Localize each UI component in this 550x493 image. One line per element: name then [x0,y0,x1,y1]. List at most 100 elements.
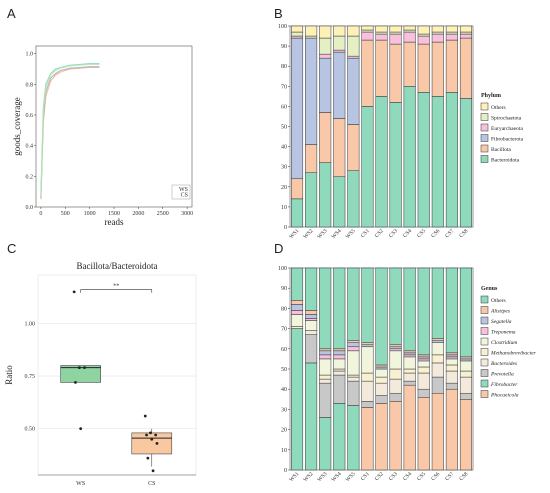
legend-entry: Others [491,105,506,111]
bar-segment-clostridium [361,346,374,374]
bar-segment-bacteroidota [459,98,472,228]
x-tick-label: CS4 [402,228,413,239]
bar-segment-spirochaetota [347,35,360,57]
legend-swatch [480,144,489,153]
bar-segment-methanobrevibacter [417,366,430,374]
bar-segment-spirochaetota [417,33,430,37]
bar-segment-segatella [291,304,304,311]
y-tick-label: 40 [281,145,287,151]
bar-segment-treponema [417,358,430,362]
bar-segment-euryarchaeota [417,35,430,45]
data-point [150,437,154,441]
bar-segment-methanobrevibacter [361,372,374,382]
bar-segment-others [305,267,318,311]
y-tick-label: 30 [281,407,287,413]
x-tick-label: CS7 [444,471,455,482]
y-tick-label: 0 [284,468,287,474]
bar-segment-others [291,25,304,33]
legend-swatch [480,155,489,163]
legend-swatch [480,306,489,314]
bar-segment-treponema [305,318,318,321]
bar-segment-others [445,267,458,354]
bar-segment-segatella [333,350,346,356]
y-tick-label: 0.4 [26,144,34,150]
x-tick-label: 1000 [84,211,96,217]
box-ws [60,365,101,383]
data-point [143,414,147,418]
bar-segment-treponema [403,354,416,358]
bar-segment-bacillota [305,144,318,173]
bar-segment-bacteroidota [361,106,374,228]
legend-swatch [480,134,489,142]
bar-segment-bacteroides [319,378,332,384]
bar-segment-alistipes [291,300,304,305]
x-tick-label: WS2 [303,228,315,240]
bar-segment-prevotella [417,388,430,398]
bar-segment-others [459,25,472,33]
x-tick-label: 2000 [132,211,144,217]
bar-segment-prevotella [389,392,402,402]
data-point [77,366,81,370]
bar-segment-methanobrevibacter [319,374,332,380]
bar-segment-prevotella [319,382,332,418]
bar-segment-treponema [347,346,360,352]
bar-segment-clostridium [291,314,304,327]
bar-segment-bacteroides [445,370,458,384]
y-tick-label: 100 [278,266,287,272]
legend-entry: Euryarchaeota [491,126,523,132]
bar-segment-others [445,25,458,33]
series-line-cs [40,63,100,197]
bar-segment-bacteroidota [305,172,318,228]
bar-segment-clostridium [431,342,444,356]
bar-segment-clostridium [389,350,402,370]
y-tick-label: 90 [281,44,287,50]
x-tick-label: 500 [61,211,70,217]
y-tick-label: 70 [281,327,287,333]
bar-segment-bacteroides [361,380,374,402]
bar-segment-alistipes [347,340,360,343]
bar-segment-alistipes [333,348,346,352]
data-point [154,433,158,437]
bar-segment-clostridium [319,358,332,376]
bar-segment-prevotella [459,392,472,400]
bar-segment-treponema [389,348,402,352]
bar-segment-spirochaetota [431,31,444,35]
legend-swatch [480,316,489,325]
y-tick-label: 20 [281,428,287,434]
bar-segment-fibrobacter [291,328,304,471]
bar-segment-bacteroides [333,370,346,376]
bar-segment-methanobrevibacter [291,326,304,329]
bar-segment-spirochaetota [445,31,458,35]
chart-b: 0 10 20 30 40 50 60 70 80 90 100 WS1 WS2 WS3 WS4 WS5 CS1… [278,24,524,240]
bar-segment-methanobrevibacter [459,370,472,378]
bar-segment-bacillota [431,41,444,97]
bar-segment-clostridium [417,360,430,368]
bar-segment-treponema [445,356,458,360]
bar-segment-spirochaetota [403,29,416,33]
bar-segment-fibrobacterota [347,57,360,125]
bar-segment-alistipes [403,350,416,354]
bar-segment-others [333,267,346,350]
x-tick-label: CS1 [360,228,371,239]
x-tick-label: CS8 [458,471,469,482]
bar-segment-bacteroidota [347,170,360,228]
x-tick-label: CS5 [416,228,427,239]
bar-segment-fibrobacter [305,362,318,471]
bar-segment-bacteroidota [333,176,346,228]
data-point [74,380,77,384]
legend-entry: Methanobrevibacter [490,350,537,356]
bar-segment-spirochaetota [375,31,388,35]
data-point [83,366,86,370]
bar-segment-euryarchaeota [375,33,388,41]
bar-segment-bacteroidota [375,96,388,228]
legend-entry: Bacteroidota [491,157,520,163]
y-axis-label: Ratio [4,365,14,385]
y-tick-label: 10 [281,205,287,211]
bar-segment-euryarchaeota [431,33,444,43]
bar-segment-phocaeicola [459,399,472,471]
y-tick-label: 70 [281,84,287,90]
y-tick-label: 0.75 [25,374,36,380]
significance-bracket [80,289,153,293]
bar-segment-segatella [417,356,430,360]
bar-segment-bacillota [375,39,388,97]
